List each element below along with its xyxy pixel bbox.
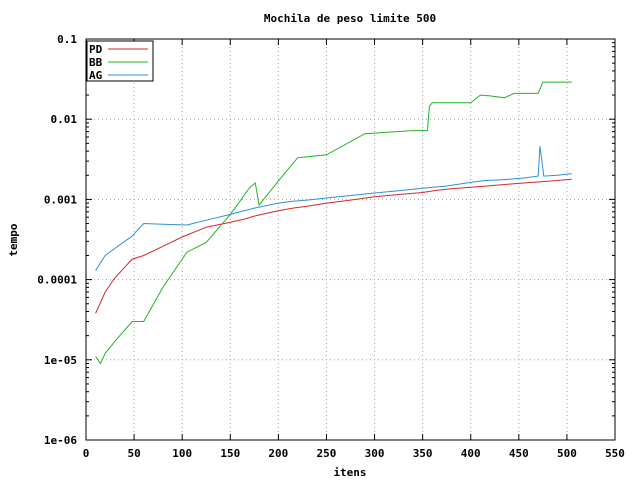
y-tick-label: 0.0001 [37, 274, 77, 287]
axes: 0 50 100 150 200 250 300 350 400 450 500 550 1e-06 1e… [37, 33, 625, 460]
x-axis-label: itens [333, 466, 366, 479]
legend-box [86, 40, 154, 82]
x-tick-label: 250 [317, 447, 337, 460]
x-tick-label: 500 [557, 447, 577, 460]
y-tick-label: 0.1 [57, 33, 77, 46]
legend-label-pd: PD [89, 43, 103, 56]
x-tick-label: 550 [605, 447, 625, 460]
plot-frame [85, 38, 616, 441]
x-tick-label: 350 [413, 447, 433, 460]
series-line-ag [95, 146, 572, 271]
y-axis-label: tempo [7, 223, 20, 256]
series-lines [95, 81, 572, 365]
series-line-pd [95, 178, 572, 314]
legend-label-ag: AG [89, 69, 103, 82]
series-line-bb [95, 81, 572, 365]
x-tick-label: 450 [509, 447, 529, 460]
grid [86, 39, 615, 440]
x-tick-label: 150 [220, 447, 240, 460]
y-tick-label: 1e-06 [44, 434, 77, 447]
x-tick-label: 100 [172, 447, 192, 460]
y-tick-label: 1e-05 [44, 354, 77, 367]
x-tick-label: 300 [365, 447, 385, 460]
x-tick-label: 400 [461, 447, 481, 460]
chart-title: Mochila de peso limite 500 [264, 12, 436, 25]
x-tick-label: 50 [127, 447, 140, 460]
x-tick-label: 0 [83, 447, 90, 460]
y-tick-label: 0.001 [44, 193, 77, 206]
x-tick-label: 200 [268, 447, 288, 460]
legend-label-bb: BB [89, 56, 103, 69]
y-tick-label: 0.01 [51, 113, 78, 126]
